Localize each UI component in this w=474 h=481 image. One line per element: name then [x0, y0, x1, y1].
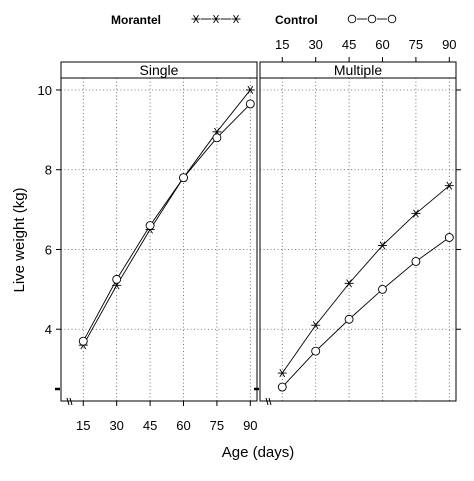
- y-tick-label-left: 4: [45, 322, 52, 337]
- x-tick-label-bottom: 15: [76, 418, 90, 433]
- axis-ticks: 15 30 45 60 75 90 15 30 45 60 75 90 4 6 8 10: [38, 37, 461, 433]
- x-tick-label-bottom: 90: [243, 418, 257, 433]
- data-point-control: [344, 314, 354, 324]
- legend-circle-mark: [347, 14, 357, 24]
- y-tick-label-left: 10: [38, 83, 52, 98]
- corner-tick: [265, 397, 269, 406]
- panel-single: Single: [60, 61, 258, 402]
- panel-multiple: Multiple: [259, 61, 457, 402]
- x-tick-label-bottom: 45: [143, 418, 157, 433]
- panel-frame: [259, 61, 457, 402]
- data-point-morantel: [411, 209, 421, 218]
- data-point-control: [444, 233, 454, 242]
- legend-label-morantel: Morantel: [111, 13, 161, 27]
- x-tick-label-bottom: 75: [210, 418, 224, 433]
- data-point-morantel: [444, 181, 454, 190]
- series-control: [78, 99, 255, 346]
- x-tick-label-top: 45: [342, 37, 356, 52]
- x-tick-label-top: 75: [409, 37, 423, 52]
- legend-star-mark: [231, 14, 241, 24]
- data-point-control: [245, 99, 255, 109]
- legend-marks-control: [347, 14, 397, 24]
- series-line: [82, 89, 251, 346]
- x-tick-label-bottom: 30: [109, 418, 123, 433]
- legend-star-mark: [211, 14, 221, 24]
- legend: Morantel Control: [111, 13, 397, 27]
- data-point-control: [145, 221, 155, 230]
- corner-tick: [268, 397, 272, 406]
- corner-tick: [69, 397, 73, 406]
- series-morantel: [277, 181, 454, 378]
- series-control: [277, 233, 454, 392]
- data-point-control: [411, 256, 421, 266]
- series-line: [82, 103, 251, 342]
- legend-label-control: Control: [275, 13, 318, 27]
- legend-star-mark: [191, 14, 201, 24]
- x-tick-label-top: 60: [375, 37, 389, 52]
- data-point-control: [78, 336, 88, 346]
- data-point-morantel: [245, 85, 255, 95]
- data-point-control: [112, 274, 122, 284]
- legend-marks-morantel: [191, 14, 241, 24]
- x-axis-title: Age (days): [222, 444, 295, 461]
- y-tick-label-left: 8: [45, 163, 52, 178]
- data-point-morantel: [344, 279, 354, 288]
- corner-tick: [66, 397, 70, 406]
- data-point-control: [378, 284, 387, 294]
- data-point-control: [277, 382, 287, 392]
- data-point-morantel: [277, 369, 287, 378]
- data-point-control: [179, 173, 188, 183]
- x-tick-label-top: 30: [308, 37, 322, 52]
- legend-circle-mark: [387, 14, 397, 24]
- y-tick-label-left: 6: [45, 242, 52, 257]
- strip-label-multiple: Multiple: [334, 62, 382, 78]
- data-point-morantel: [311, 321, 321, 330]
- strip-label-single: Single: [140, 62, 179, 78]
- series-line: [281, 185, 450, 374]
- data-point-control: [311, 346, 321, 356]
- series-line: [281, 237, 450, 388]
- x-tick-label-top: 90: [442, 37, 456, 52]
- x-tick-label-bottom: 60: [176, 418, 190, 433]
- legend-circle-mark: [367, 14, 377, 24]
- x-tick-label-top: 15: [275, 37, 289, 52]
- data-point-morantel: [378, 241, 387, 250]
- y-axis-title: Live weight (kg): [11, 187, 28, 292]
- data-point-control: [212, 133, 222, 143]
- panel-frame: [60, 61, 258, 402]
